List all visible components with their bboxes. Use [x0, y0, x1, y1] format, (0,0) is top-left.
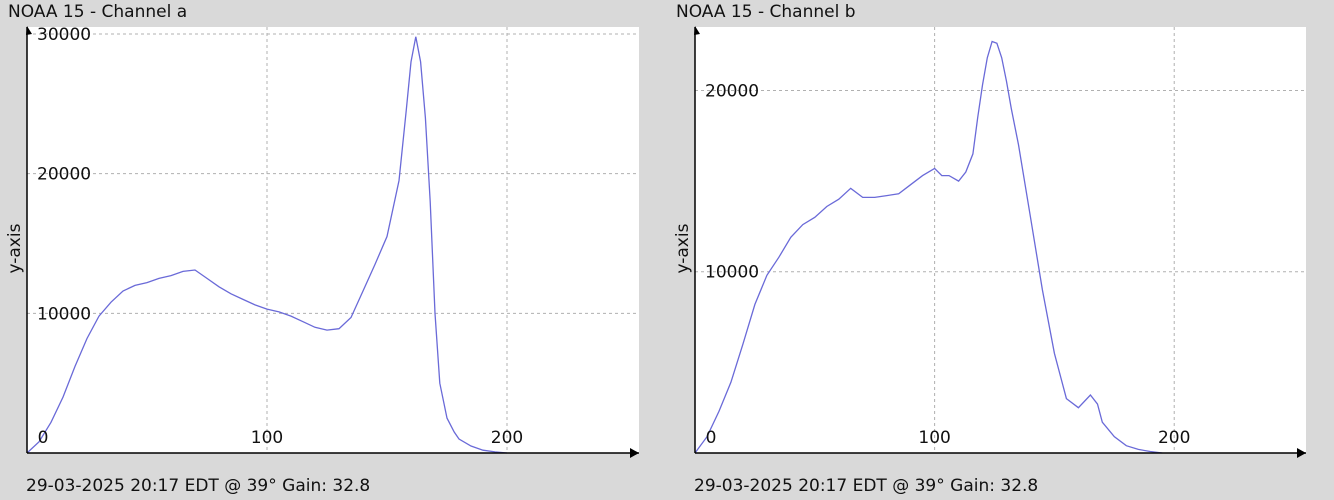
chart-plot-channel-a: 0 100 200 10000 20000 30000 y-axis — [5, 25, 639, 458]
x-tick-label: 200 — [491, 428, 523, 448]
y-tick-label: 10000 — [705, 263, 759, 283]
chart-plot-channel-b: 0 100 200 10000 20000 y-axis — [673, 26, 1306, 458]
y-axis-label: y-axis — [5, 223, 25, 273]
y-tick-label: 20000 — [705, 81, 759, 101]
y-tick-label: 30000 — [37, 25, 91, 45]
x-tick-label: 100 — [251, 428, 283, 448]
plot-area — [27, 27, 639, 453]
chart-footer: 29-03-2025 20:17 EDT @ 39° Gain: 32.8 — [26, 476, 371, 496]
chart-title: NOAA 15 - Channel a — [8, 2, 188, 22]
series-line — [26, 36, 508, 454]
y-tick-label: 20000 — [37, 165, 91, 185]
x-tick-label: 0 — [38, 428, 49, 448]
chart-title: NOAA 15 - Channel b — [676, 2, 856, 22]
y-axis-arrow — [26, 26, 32, 35]
plot-area — [695, 27, 1306, 453]
chart-panel-channel-b: NOAA 15 - Channel b 0 100 200 10000 20000 y-a… — [668, 0, 1334, 500]
y-axis-arrow — [694, 26, 700, 35]
x-tick-label: 200 — [1158, 428, 1190, 448]
x-tick-label: 0 — [706, 428, 717, 448]
x-axis-arrow — [1297, 448, 1306, 458]
chart-panel-channel-a: NOAA 15 - Channel a 0 100 200 10000 20000 300… — [0, 0, 650, 500]
y-tick-label: 10000 — [37, 304, 91, 324]
series-line — [694, 40, 1163, 454]
x-tick-label: 100 — [918, 428, 950, 448]
chart-footer: 29-03-2025 20:17 EDT @ 39° Gain: 32.8 — [694, 476, 1039, 496]
y-axis-label: y-axis — [673, 223, 693, 273]
x-axis-arrow — [630, 448, 639, 458]
